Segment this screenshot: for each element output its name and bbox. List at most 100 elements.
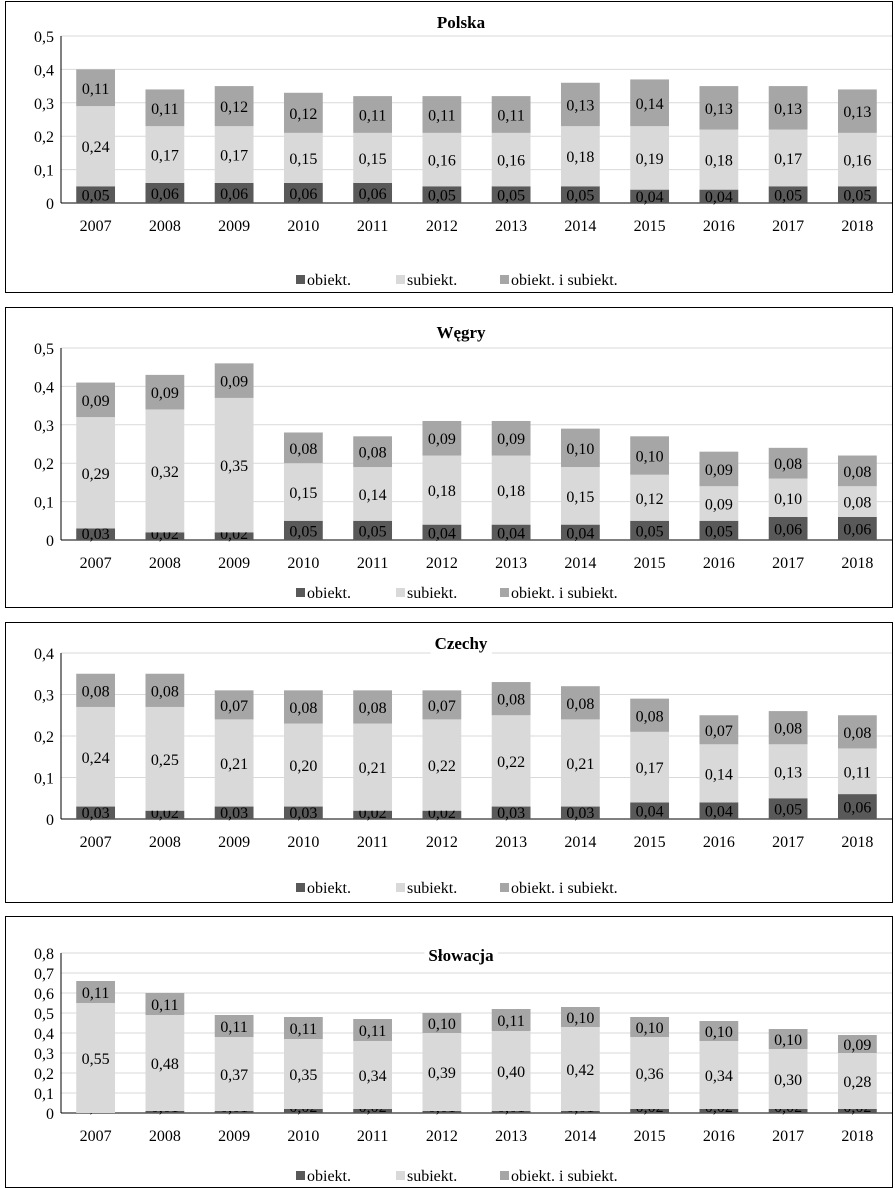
bar-obiekt — [145, 1111, 185, 1113]
y-tick-label: 0,1 — [34, 771, 54, 788]
data-label: 0,13 — [774, 764, 802, 781]
data-label: 0,08 — [359, 445, 387, 462]
y-tick-label: 0 — [46, 1106, 54, 1123]
data-label: 0,36 — [636, 1066, 664, 1083]
bar-obiekt — [491, 1111, 531, 1113]
x-tick-label: 2017 — [772, 1128, 804, 1145]
bar-subiekt — [560, 126, 600, 187]
data-label: 0,10 — [636, 1020, 664, 1037]
x-tick-label: 2017 — [772, 555, 804, 572]
bar-obiekt-i-subiekt — [630, 698, 670, 732]
bar-subiekt — [768, 744, 808, 799]
bar-obiekt-i-subiekt — [768, 711, 808, 745]
bar-obiekt-i-subiekt — [422, 420, 462, 456]
bar-subiekt — [353, 1041, 393, 1109]
data-label: 0,15 — [566, 489, 594, 506]
data-label: 0,03 — [497, 805, 525, 822]
legend-label: obiekt. i subiekt. — [511, 880, 618, 897]
bar-subiekt — [768, 129, 808, 187]
legend-swatch — [296, 1171, 305, 1180]
bar-subiekt — [768, 478, 808, 517]
y-tick-label: 0,4 — [34, 1026, 54, 1043]
data-label: 0,08 — [82, 683, 110, 700]
bar-obiekt — [491, 524, 531, 540]
data-label: 0,08 — [774, 456, 802, 473]
bar-obiekt — [214, 532, 254, 540]
data-label: 0,08 — [359, 700, 387, 717]
y-tick-label: 0,2 — [34, 129, 54, 146]
data-label: 0,05 — [359, 523, 387, 540]
data-label: 0,08 — [289, 441, 317, 458]
data-label: 0,05 — [843, 188, 871, 205]
data-label: 0,11 — [497, 1013, 524, 1030]
x-tick-label: 2015 — [634, 834, 666, 851]
x-tick-label: 2009 — [218, 1128, 250, 1145]
bar-obiekt-i-subiekt — [837, 1035, 877, 1053]
bar-subiekt — [283, 723, 323, 807]
data-label: 0,05 — [82, 188, 110, 205]
x-tick-label: 2015 — [634, 1128, 666, 1145]
bar-subiekt — [422, 719, 462, 811]
x-tick-label: 2012 — [426, 834, 458, 851]
bar-obiekt — [422, 186, 462, 203]
legend-label: obiekt. i subiekt. — [511, 585, 618, 602]
bar-subiekt — [630, 1037, 670, 1109]
bar-subiekt — [353, 132, 393, 183]
bar-subiekt — [145, 126, 185, 183]
data-label: 0,04 — [566, 525, 594, 542]
bar-subiekt — [491, 132, 531, 187]
bar-subiekt — [145, 1015, 185, 1111]
legend-label: obiekt. — [307, 880, 351, 897]
bar-subiekt — [491, 1031, 531, 1111]
bar-obiekt-i-subiekt — [283, 690, 323, 724]
data-label: 0,06 — [289, 186, 317, 203]
y-tick-label: 0,2 — [34, 729, 54, 746]
data-label: 0,14 — [636, 96, 664, 113]
y-tick-label: 0,4 — [34, 379, 54, 396]
chart-title: Węgry — [436, 323, 486, 342]
bar-subiekt — [630, 474, 670, 521]
data-label: 0,14 — [359, 487, 387, 504]
x-tick-label: 2008 — [149, 1128, 181, 1145]
bar-subiekt — [76, 1003, 116, 1113]
bar-obiekt-i-subiekt — [76, 69, 116, 107]
y-tick-label: 0 — [46, 533, 54, 550]
bar-obiekt-i-subiekt — [768, 447, 808, 479]
data-label: 0,16 — [497, 153, 525, 170]
bar-subiekt — [76, 106, 116, 187]
y-tick-label: 0 — [46, 812, 54, 829]
data-label: 0,08 — [289, 700, 317, 717]
data-label: 0,08 — [774, 721, 802, 738]
bar-subiekt — [837, 486, 877, 517]
bar-obiekt-i-subiekt — [699, 715, 739, 745]
y-tick-label: 0,5 — [34, 341, 54, 358]
data-label: 0,09 — [843, 1037, 871, 1054]
chart-title: Słowacja — [428, 946, 494, 965]
x-tick-label: 2008 — [149, 218, 181, 235]
data-label: 0,08 — [843, 725, 871, 742]
data-label: 0,05 — [774, 802, 802, 819]
data-label: 0,11 — [151, 101, 178, 118]
legend-label: obiekt. i subiekt. — [511, 272, 618, 289]
bar-subiekt — [76, 706, 116, 807]
legend-swatch — [500, 1171, 509, 1180]
x-tick-label: 2007 — [80, 218, 112, 235]
bar-subiekt — [283, 1039, 323, 1109]
bar-obiekt — [422, 524, 462, 540]
data-label: 0,19 — [636, 151, 664, 168]
data-label: 0,40 — [497, 1064, 525, 1081]
bar-obiekt — [491, 186, 531, 203]
bar-subiekt — [630, 731, 670, 803]
data-label: 0,16 — [428, 153, 456, 170]
data-label: 0,42 — [566, 1062, 594, 1079]
data-label: 0,08 — [636, 708, 664, 725]
data-label: 0,10 — [705, 1024, 733, 1041]
data-label: 0,04 — [636, 189, 664, 206]
data-label: 0,03 — [220, 805, 248, 822]
data-label: 0,21 — [566, 756, 594, 773]
bar-obiekt — [768, 1109, 808, 1113]
x-tick-label: 2011 — [357, 555, 388, 572]
x-tick-label: 2015 — [634, 218, 666, 235]
bar-obiekt-i-subiekt — [214, 86, 254, 127]
y-tick-label: 0,5 — [34, 29, 54, 46]
